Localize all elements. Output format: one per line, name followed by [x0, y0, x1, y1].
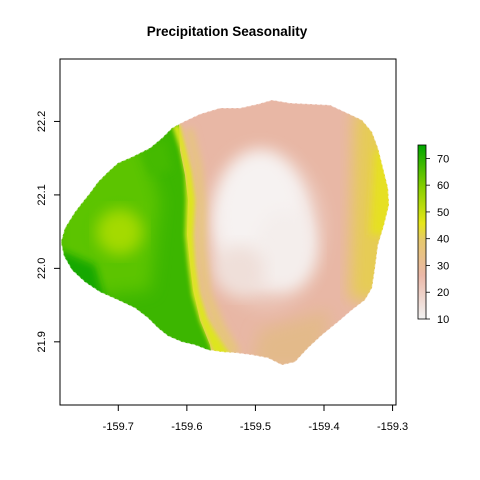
y-axis: 21.9 22.0 22.1 22.2: [36, 111, 60, 353]
legend-tick-label: 30: [437, 260, 449, 272]
color-legend: 10 20 30 40 50 60 70: [417, 144, 449, 326]
x-tick-label: -159.4: [308, 421, 339, 433]
y-tick-label: 22.2: [36, 111, 48, 132]
x-tick-label: -159.3: [377, 421, 408, 433]
legend-tick-label: 10: [437, 314, 449, 326]
legend-colorbar: [417, 144, 427, 320]
x-tick-label: -159.5: [240, 421, 271, 433]
y-tick-label: 22.0: [36, 258, 48, 279]
legend-tick-label: 40: [437, 234, 449, 246]
legend-tick-label: 20: [437, 287, 449, 299]
y-tick-label: 22.1: [36, 184, 48, 205]
x-tick-label: -159.6: [171, 421, 202, 433]
legend-tick-label: 60: [437, 180, 449, 192]
x-axis: -159.7 -159.6 -159.5 -159.4 -159.3: [103, 405, 408, 433]
y-tick-label: 21.9: [36, 331, 48, 352]
legend-ticks: 10 20 30 40 50 60 70: [426, 153, 449, 326]
x-tick-label: -159.7: [103, 421, 134, 433]
chart-title: Precipitation Seasonality: [147, 24, 308, 39]
island-raster: [61, 100, 389, 365]
legend-tick-label: 50: [437, 207, 449, 219]
island-outline: [60, 99, 390, 366]
legend-tick-label: 70: [437, 153, 449, 165]
plot-frame: [59, 58, 397, 406]
